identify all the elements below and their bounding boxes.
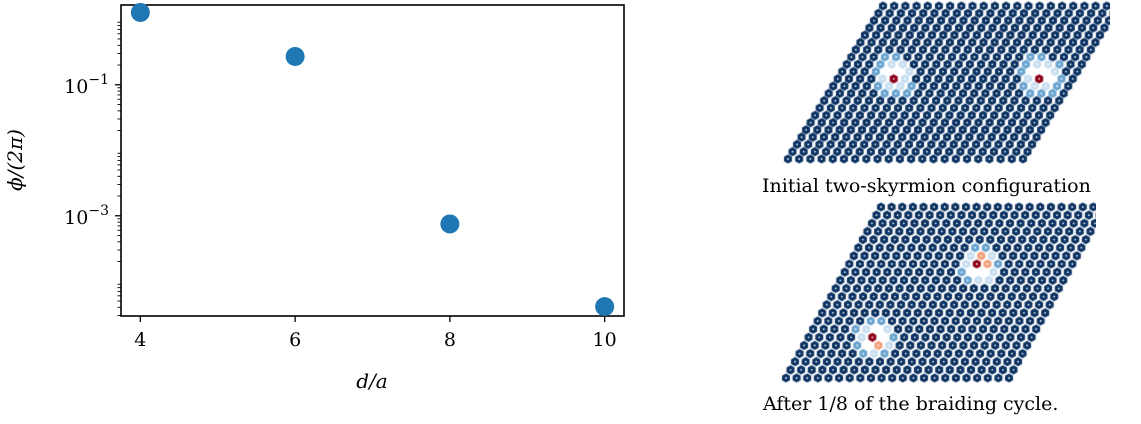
y-tick-label-0: 10−1 (64, 72, 109, 98)
lattice-panel-initial (780, 0, 1110, 165)
caption-braiding: After 1/8 of the braiding cycle. (763, 393, 1059, 415)
data-point-3 (595, 297, 615, 317)
scatter-chart: 4 6 8 10 10−1 10−3 d/a ϕ/(2π) (3, 2, 625, 393)
x-tick-label-6: 6 (289, 329, 301, 351)
caption-initial: Initial two-skyrmion configuration (762, 175, 1091, 197)
data-point-2 (440, 214, 460, 234)
y-axis-label: ϕ/(2π) (3, 129, 27, 191)
y-axis: 10−1 10−3 (64, 21, 121, 316)
x-tick-label-4: 4 (134, 329, 146, 351)
data-points (130, 2, 615, 317)
data-point-0 (130, 2, 150, 22)
data-point-1 (285, 46, 305, 66)
x-axis: 4 6 8 10 (134, 316, 617, 351)
lattice-panel-braiding (778, 201, 1096, 384)
x-tick-label-8: 8 (444, 329, 456, 351)
x-tick-label-10: 10 (593, 329, 617, 351)
y-tick-label-1: 10−3 (64, 203, 109, 229)
plot-frame (120, 4, 625, 317)
x-axis-label: d/a (356, 369, 387, 393)
